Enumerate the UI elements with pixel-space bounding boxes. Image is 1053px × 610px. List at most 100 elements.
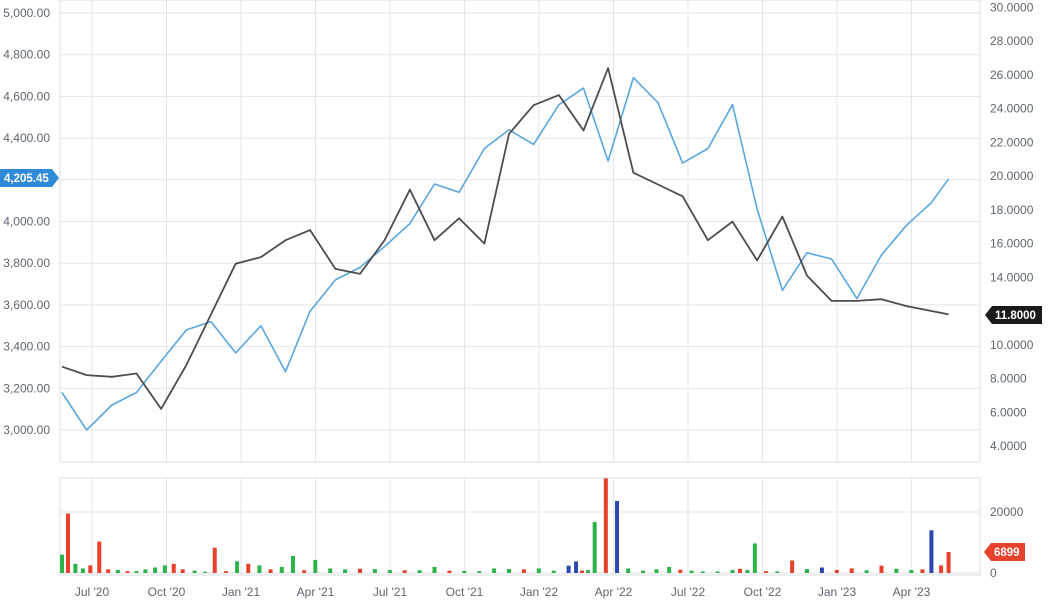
volume-bar bbox=[678, 569, 683, 573]
volume-bar bbox=[290, 555, 295, 573]
volume-bar bbox=[946, 551, 951, 573]
volume-bar bbox=[358, 568, 362, 573]
volume-bar bbox=[387, 569, 392, 573]
right-tick-label: 16.0000 bbox=[990, 237, 1034, 251]
volume-bar bbox=[849, 568, 854, 573]
volume-bar bbox=[536, 568, 541, 573]
x-tick-label: Jul '22 bbox=[671, 585, 706, 599]
volume-bar bbox=[162, 565, 167, 573]
volume-bar bbox=[689, 570, 694, 573]
volume-bar bbox=[879, 565, 884, 573]
volume-bar bbox=[203, 571, 208, 573]
volume-bar bbox=[65, 513, 70, 573]
volume-bar bbox=[574, 561, 579, 573]
right-tick-label: 26.0000 bbox=[990, 68, 1034, 82]
right-tick-label: 6.0000 bbox=[990, 405, 1027, 419]
left-tick-label: 4,600.00 bbox=[3, 89, 50, 103]
volume-bar bbox=[790, 560, 795, 573]
volume-bar bbox=[775, 571, 780, 573]
volume-bar bbox=[432, 566, 437, 573]
volume-bar bbox=[667, 566, 672, 573]
right-tick-label: 30.0000 bbox=[990, 0, 1034, 14]
volume-bar bbox=[88, 565, 93, 573]
volume-bar bbox=[302, 570, 307, 573]
volume-bar bbox=[171, 563, 176, 573]
left-tick-label: 3,600.00 bbox=[3, 298, 50, 312]
volume-bar bbox=[279, 566, 284, 573]
volume-bar bbox=[805, 569, 809, 573]
volume-bar bbox=[745, 569, 750, 573]
volume-bar bbox=[180, 569, 185, 573]
volume-bar bbox=[223, 571, 228, 573]
volume-bar bbox=[143, 569, 148, 573]
volume-bar bbox=[819, 567, 824, 573]
primary-tag-text: 4,205.45 bbox=[4, 173, 49, 185]
left-tick-label: 3,000.00 bbox=[3, 423, 50, 437]
volume-bar bbox=[115, 569, 120, 573]
volume-bar bbox=[268, 569, 273, 573]
volume-bar bbox=[246, 563, 251, 573]
volume-bar bbox=[477, 571, 482, 573]
main-plot-frame bbox=[59, 0, 981, 463]
volume-bar bbox=[447, 570, 452, 573]
volume-bar bbox=[894, 568, 899, 573]
volume-bar bbox=[134, 571, 139, 573]
volume-bar bbox=[257, 565, 262, 573]
volume-bar bbox=[521, 569, 526, 573]
volume-bar bbox=[585, 569, 590, 573]
secondary-last-value-tag: 11.8000 bbox=[985, 306, 1042, 324]
volume-bar bbox=[551, 570, 556, 573]
right-tick-label: 24.0000 bbox=[990, 102, 1034, 116]
volume-bar bbox=[192, 570, 197, 573]
volume-tag-text: 6899 bbox=[994, 547, 1020, 559]
volume-bar bbox=[737, 568, 742, 573]
volume-bar bbox=[492, 568, 497, 573]
x-tick-label: Oct '21 bbox=[446, 585, 484, 599]
volume-bar bbox=[700, 571, 705, 573]
volume-bar bbox=[235, 561, 240, 573]
volume-bar bbox=[929, 530, 934, 573]
volume-bar bbox=[507, 569, 511, 573]
x-tick-label: Oct '22 bbox=[744, 585, 782, 599]
x-tick-label: Jul '21 bbox=[373, 585, 408, 599]
volume-bar bbox=[580, 570, 585, 573]
volume-bar bbox=[402, 570, 407, 573]
volume-axis: 0 20000 bbox=[990, 505, 1024, 580]
right-tick-label: 8.0000 bbox=[990, 372, 1027, 386]
volume-bar bbox=[343, 569, 348, 573]
volume-bar bbox=[372, 569, 377, 573]
volume-tag-background bbox=[984, 543, 1025, 561]
left-tick-label: 4,000.00 bbox=[3, 215, 50, 229]
left-tick-label: 5,000.00 bbox=[3, 6, 50, 20]
volume-bar bbox=[60, 554, 64, 573]
x-tick-label: Apr '23 bbox=[893, 585, 931, 599]
primary-last-value-tag: 4,205.45 bbox=[0, 169, 59, 187]
x-tick-label: Jan '23 bbox=[818, 585, 857, 599]
volume-bar bbox=[73, 563, 78, 573]
secondary-price-line bbox=[61, 67, 949, 410]
volume-bar bbox=[328, 568, 333, 573]
volume-bar bbox=[909, 569, 914, 573]
volume-tick-label: 0 bbox=[990, 566, 997, 580]
secondary-tag-text: 11.8000 bbox=[995, 310, 1036, 322]
x-tick-label: Jan '21 bbox=[222, 585, 261, 599]
right-tick-label: 20.0000 bbox=[990, 169, 1034, 183]
volume-bar bbox=[80, 568, 85, 573]
volume-bar bbox=[764, 571, 769, 573]
volume-plot-frame bbox=[59, 477, 981, 576]
right-tick-label: 28.0000 bbox=[990, 34, 1034, 48]
volume-bar bbox=[212, 547, 217, 573]
right-tick-label: 14.0000 bbox=[990, 270, 1034, 284]
grid bbox=[59, 0, 981, 576]
volume-bar bbox=[592, 522, 597, 573]
volume-bar bbox=[603, 478, 608, 573]
right-axis: 4.00006.00008.000010.000012.000014.00001… bbox=[990, 0, 1034, 453]
volume-bar bbox=[752, 543, 757, 573]
x-tick-label: Oct '20 bbox=[148, 585, 186, 599]
primary-price-line bbox=[61, 76, 950, 431]
x-tick-label: Apr '21 bbox=[297, 585, 335, 599]
x-axis: Jul '20 Oct '20 Jan '21 Apr '21 Jul '21 Oct '… bbox=[75, 585, 931, 599]
right-tick-label: 18.0000 bbox=[990, 203, 1034, 217]
volume-bar bbox=[654, 569, 659, 573]
